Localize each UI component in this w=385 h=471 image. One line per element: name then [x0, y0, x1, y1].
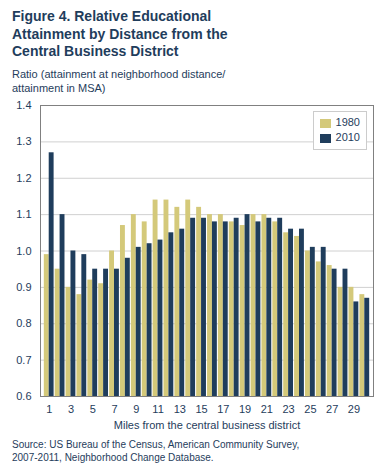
svg-text:27: 27 [326, 403, 338, 415]
svg-text:29: 29 [348, 403, 360, 415]
svg-text:5: 5 [90, 403, 96, 415]
svg-text:15: 15 [195, 403, 207, 415]
svg-text:Miles from the central busines: Miles from the central business district [114, 419, 300, 431]
svg-text:0.8: 0.8 [16, 317, 31, 329]
svg-text:3: 3 [68, 403, 74, 415]
svg-text:1.2: 1.2 [16, 172, 31, 184]
svg-text:7: 7 [111, 403, 117, 415]
svg-text:0.7: 0.7 [16, 354, 31, 366]
svg-text:25: 25 [304, 403, 316, 415]
svg-text:1.3: 1.3 [16, 135, 31, 147]
html-text:Figure 4. Relative Educational: Figure 4. Relative Educational Attainmen… [12, 8, 228, 59]
svg-text:0.6: 0.6 [16, 390, 31, 402]
svg-text:0.9: 0.9 [16, 281, 31, 293]
svg-text:23: 23 [282, 403, 294, 415]
svg-text:11: 11 [152, 403, 163, 415]
html-text:Source: US Bureau of the Censu: Source: US Bureau of the Census, America… [12, 439, 300, 464]
html-text:2010: 2010 [335, 131, 360, 144]
svg-text:19: 19 [239, 403, 251, 415]
html-text:Ratio (attainment at neighborh: Ratio (attainment at neighborhood distan… [12, 67, 226, 94]
svg-text:1.0: 1.0 [16, 245, 31, 257]
svg-text:1.1: 1.1 [16, 208, 31, 220]
svg-text:9: 9 [133, 403, 139, 415]
svg-text:13: 13 [174, 403, 186, 415]
svg-text:1.4: 1.4 [16, 99, 31, 111]
html-text:1980: 1980 [335, 116, 360, 129]
svg-text:1: 1 [46, 403, 52, 415]
svg-text:17: 17 [217, 403, 229, 415]
svg-text:21: 21 [261, 403, 273, 415]
